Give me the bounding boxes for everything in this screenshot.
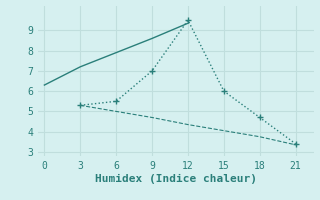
X-axis label: Humidex (Indice chaleur): Humidex (Indice chaleur) [95, 174, 257, 184]
